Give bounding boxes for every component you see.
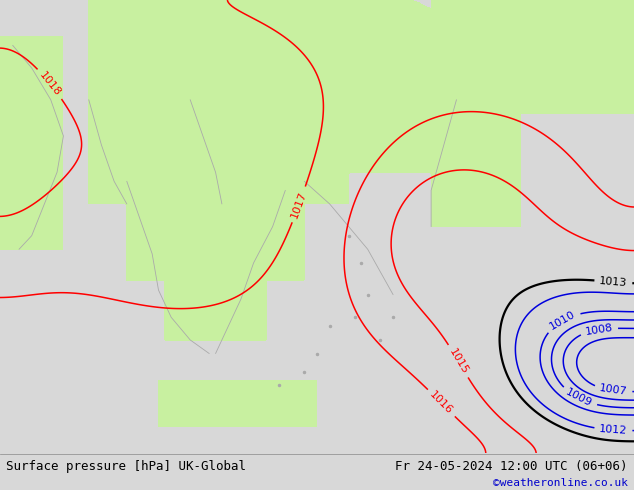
Text: 1008: 1008 — [585, 322, 614, 337]
Text: 1015: 1015 — [447, 346, 470, 376]
Text: Fr 24-05-2024 12:00 UTC (06+06): Fr 24-05-2024 12:00 UTC (06+06) — [395, 460, 628, 473]
Text: 1012: 1012 — [599, 424, 628, 436]
Text: 1017: 1017 — [290, 190, 309, 220]
Text: 1016: 1016 — [428, 390, 455, 416]
Text: 1009: 1009 — [564, 387, 594, 409]
Text: 1010: 1010 — [548, 309, 578, 332]
Text: Surface pressure [hPa] UK-Global: Surface pressure [hPa] UK-Global — [6, 460, 247, 473]
Text: 1007: 1007 — [598, 384, 628, 397]
Text: 1013: 1013 — [599, 276, 628, 288]
Text: 1018: 1018 — [37, 70, 63, 98]
Text: ©weatheronline.co.uk: ©weatheronline.co.uk — [493, 478, 628, 489]
